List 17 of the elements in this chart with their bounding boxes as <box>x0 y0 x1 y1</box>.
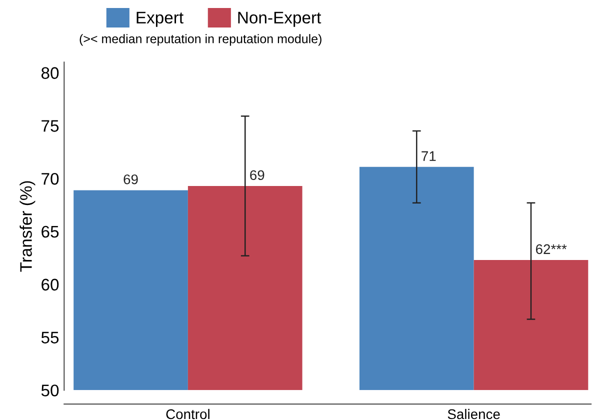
y-tick-label: 70 <box>42 172 59 185</box>
y-tick-label: 55 <box>41 332 59 344</box>
chart-subtitle: (>< median reputation in reputation module) <box>80 34 322 46</box>
y-axis-title: Transfer (%) <box>20 181 36 272</box>
x-tick-label: Salience <box>448 408 500 420</box>
y-tick-label: 50 <box>41 384 59 396</box>
data-label: 69 <box>250 170 264 180</box>
x-tick-label: Control <box>166 408 210 420</box>
legend-label: Non-Expert <box>238 12 322 27</box>
y-tick-label: 80 <box>41 67 59 79</box>
data-label: 69 <box>124 174 138 184</box>
y-tick-label: 75 <box>42 120 59 132</box>
y-tick-label: 60 <box>42 278 59 291</box>
legend-label: Expert <box>136 12 184 27</box>
data-label: 62*** <box>536 244 567 254</box>
y-tick-label: 65 <box>42 226 59 238</box>
data-label: 71 <box>422 151 436 161</box>
